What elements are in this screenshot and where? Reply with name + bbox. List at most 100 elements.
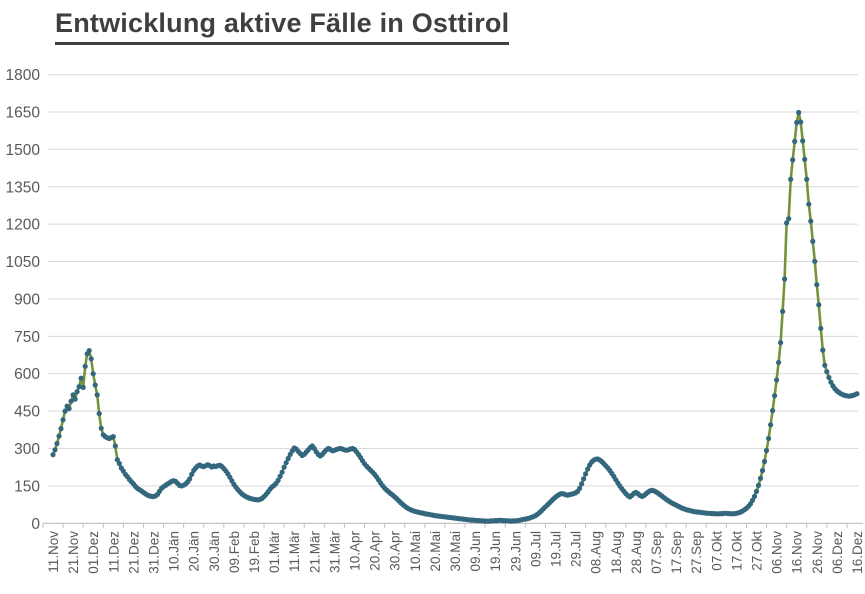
y-axis-tick-label: 450 xyxy=(14,404,40,421)
data-point xyxy=(68,398,74,404)
data-point xyxy=(782,276,788,282)
data-point xyxy=(757,475,764,481)
data-point xyxy=(82,363,88,369)
data-point xyxy=(778,340,784,346)
data-point xyxy=(66,406,72,412)
data-point xyxy=(60,417,66,423)
x-axis-tick-label: 11.Nov xyxy=(46,531,61,573)
data-point xyxy=(56,433,62,439)
data-point xyxy=(585,466,591,472)
data-point xyxy=(72,396,78,402)
x-axis-tick-label: 09.Jun xyxy=(468,531,483,572)
x-axis-tick-label: 27.Sep xyxy=(689,531,704,574)
data-point xyxy=(768,422,774,428)
x-axis-tick-label: 31.Mär xyxy=(327,531,342,574)
data-point xyxy=(818,325,824,331)
data-point xyxy=(54,440,60,447)
data-point xyxy=(275,477,281,483)
x-axis-tick-label: 16.Dez xyxy=(850,531,865,574)
x-axis-tick-label: 01.Mär xyxy=(267,531,282,574)
data-point xyxy=(766,435,772,442)
x-axis-tick-label: 17.Okt xyxy=(729,531,744,571)
y-axis-tick-label: 0 xyxy=(31,516,40,533)
y-axis-tick-label: 300 xyxy=(14,441,40,458)
data-point xyxy=(810,238,816,244)
data-point xyxy=(761,458,768,465)
data-point xyxy=(116,460,122,467)
data-point xyxy=(187,476,193,482)
y-axis-tick-label: 1200 xyxy=(6,217,41,234)
x-axis-tick-label: 06.Dez xyxy=(830,531,845,574)
data-point xyxy=(80,384,86,390)
data-point xyxy=(74,389,80,395)
data-point xyxy=(786,216,792,222)
data-line xyxy=(51,111,859,523)
data-point xyxy=(770,408,776,414)
x-axis-tick-label: 20.Mai xyxy=(428,531,443,572)
x-axis-tick-label: 20.Jän xyxy=(187,531,202,572)
x-axis-tick-label: 10.Mai xyxy=(408,531,423,572)
data-point xyxy=(755,482,762,488)
data-point xyxy=(824,369,830,375)
x-axis-tick-label: 19.Jul xyxy=(549,531,564,567)
data-point xyxy=(792,138,798,144)
data-point xyxy=(281,464,287,470)
x-axis-tick-label: 10.Apr xyxy=(348,531,363,571)
data-point xyxy=(763,447,770,454)
data-point xyxy=(784,220,790,226)
x-axis-tick-label: 20.Apr xyxy=(368,531,383,571)
data-point xyxy=(58,426,64,432)
x-axis-tick-label: 19.Feb xyxy=(247,531,262,573)
x-axis-tick-label: 29.Jul xyxy=(569,531,584,567)
data-point xyxy=(749,497,756,503)
data-point xyxy=(90,371,96,377)
x-axis-tick-label: 07.Okt xyxy=(709,531,724,571)
x-axis-tick-label: 31.Dez xyxy=(147,531,162,574)
data-point xyxy=(70,392,76,398)
data-point xyxy=(774,377,780,383)
data-point xyxy=(76,384,82,390)
x-axis-tick-label: 01.Dez xyxy=(86,531,101,574)
data-point xyxy=(98,425,104,431)
data-point xyxy=(806,201,812,207)
x-axis-tick-label: 27.Okt xyxy=(750,531,765,571)
y-axis-tick-label: 600 xyxy=(14,366,40,383)
data-point xyxy=(796,109,802,116)
x-axis-tick-label: 30.Mai xyxy=(448,531,463,572)
y-axis-tick-label: 750 xyxy=(14,329,40,346)
data-point xyxy=(50,452,56,458)
data-point xyxy=(776,359,782,366)
x-axis-tick-label: 11.Mär xyxy=(287,530,302,572)
data-point xyxy=(277,473,283,479)
y-axis-tick-label: 900 xyxy=(14,291,40,308)
data-point xyxy=(822,362,828,368)
data-point xyxy=(283,460,289,466)
x-axis-tick-label: 30.Apr xyxy=(388,531,403,571)
y-axis-tick-label: 1650 xyxy=(6,104,41,121)
data-point xyxy=(816,302,822,308)
data-point xyxy=(279,469,285,475)
data-point xyxy=(52,447,58,453)
data-point xyxy=(854,391,860,397)
data-point xyxy=(189,471,195,477)
data-point xyxy=(753,488,760,494)
x-axis-tick-label: 21.Dez xyxy=(126,531,141,574)
x-axis-tick-label: 09.Feb xyxy=(227,531,242,573)
chart-title: Entwicklung aktive Fälle in Osttirol xyxy=(55,8,510,46)
data-point xyxy=(285,455,291,462)
x-axis-tick-label: 18.Aug xyxy=(609,531,624,574)
data-point xyxy=(772,393,778,399)
data-point xyxy=(62,408,68,414)
x-axis-tick-label: 08.Aug xyxy=(589,531,604,574)
data-point xyxy=(808,218,814,224)
data-point xyxy=(579,481,585,487)
data-point xyxy=(88,356,94,362)
data-point xyxy=(798,119,804,125)
data-point xyxy=(794,119,800,126)
data-point xyxy=(751,493,758,499)
data-point xyxy=(86,348,92,354)
x-axis-tick-label: 16.Nov xyxy=(790,531,805,574)
data-point xyxy=(780,308,786,314)
data-point xyxy=(820,347,826,353)
